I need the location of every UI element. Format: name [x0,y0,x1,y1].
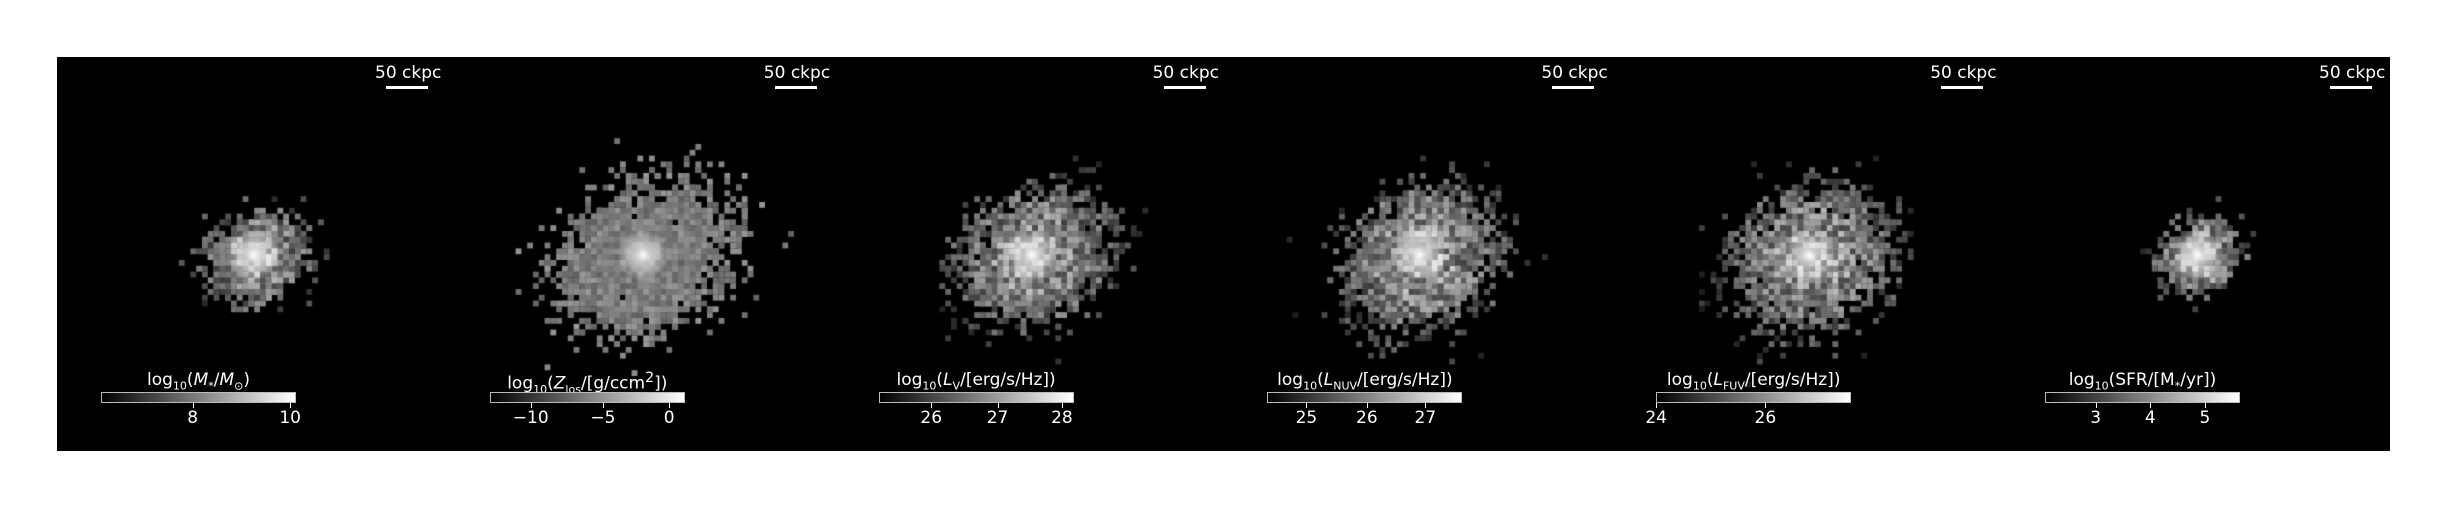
panel-sfr: 50 ckpc log10(SFR/[M*/yr]) 3 4 5 [2001,57,2390,451]
colorbar-tick-label: 25 [1295,408,1318,428]
colorbar-label-stellar-mass: log10(M*/M⊙) [147,370,250,393]
colorbar-tick [1366,403,1368,408]
colorbar-label-fuv: log10(LFUV/[erg/s/Hz]) [1666,370,1841,393]
scale-bar-label: 50 ckpc [2319,63,2386,83]
panel-stellar-mass: 50 ckpc log10(M*/M⊙) 8 10 [57,57,446,451]
scale-bar-label: 50 ckpc [1930,63,1997,83]
panel-metallicity: 50 ckpc log10(Zlos/[g/ccm2]) −10 −5 0 [445,57,835,451]
galaxy-map-stellar-mass [57,57,446,451]
panel-fuv: 50 ckpc log10(LFUV/[erg/s/Hz]) 24 26 [1612,57,2001,451]
colorbar-tick [1765,403,1767,408]
colorbar-label-v-band: log10(LV/[erg/s/Hz]) [896,370,1056,393]
scale-bar [2330,86,2372,89]
colorbar-tick [1425,403,1427,408]
scale-bar [1163,86,1206,89]
colorbar-tick-label: 26 [920,408,943,428]
colorbar-tick [192,403,194,408]
colorbar-tick [602,403,604,408]
galaxy-map-sfr [2001,57,2390,451]
galaxy-map-nuv [1223,57,1613,451]
colorbar-stellar-mass [101,392,296,403]
colorbar-tick [2150,403,2152,408]
panel-nuv: 50 ckpc log10(LNUV/[erg/s/Hz]) 25 26 27 [1223,57,1613,451]
colorbar-tick [530,403,532,408]
scale-bar [386,86,428,89]
colorbar-tick-label: −10 [512,408,549,428]
colorbar-tick [1656,403,1658,408]
colorbar-tick [931,403,933,408]
colorbar-tick-label: 4 [2144,408,2156,428]
colorbar-label-metallicity: log10(Zlos/[g/ccm2]) [507,370,668,397]
colorbar-tick-label: 10 [279,408,301,428]
colorbar-tick [2204,403,2206,408]
colorbar-sfr [2045,392,2240,403]
colorbar-tick [997,403,999,408]
colorbar-metallicity [489,392,685,403]
scale-bar-label: 50 ckpc [763,63,831,83]
colorbar-tick-label: 0 [663,408,675,428]
scale-bar [1552,86,1595,89]
colorbar-tick [290,403,292,408]
colorbar-tick [2095,403,2097,408]
scale-bar [774,86,817,89]
colorbar-tick [1061,403,1063,408]
colorbar-tick-label: 5 [2199,408,2211,428]
scale-bar-label: 50 ckpc [1152,63,1219,83]
colorbar-fuv [1656,392,1852,403]
scale-bar [1941,86,1984,89]
colorbar-tick-label: 27 [986,408,1009,428]
galaxy-map-fuv [1612,57,2001,451]
colorbar-tick-label: 27 [1414,408,1437,428]
colorbar-label-nuv: log10(LNUV/[erg/s/Hz]) [1277,370,1453,393]
colorbar-label-sfr: log10(SFR/[M*/yr]) [2068,370,2217,393]
colorbar-tick [1306,403,1308,408]
scale-bar-label: 50 ckpc [375,63,442,83]
galaxy-map-metallicity [445,57,835,451]
colorbar-tick-label: 3 [2090,408,2102,428]
colorbar-tick [669,403,671,408]
colorbar-v-band [878,392,1074,403]
panel-v-band: 50 ckpc log10(LV/[erg/s/Hz]) 26 27 28 [834,57,1224,451]
colorbar-tick-label: −5 [590,408,616,428]
colorbar-tick-label: 8 [187,408,199,428]
galaxy-map-v-band [834,57,1224,451]
colorbar-tick-label: 24 [1645,408,1668,428]
scale-bar-label: 50 ckpc [1541,63,1608,83]
image-strip: 50 ckpc log10(M*/M⊙) 8 10 50 ckpc log10(Zlos/… [57,57,2390,451]
colorbar-tick-label: 26 [1356,408,1378,428]
colorbar-tick-label: 28 [1051,408,1073,428]
colorbar-nuv [1267,392,1463,403]
colorbar-tick-label: 26 [1754,408,1777,428]
